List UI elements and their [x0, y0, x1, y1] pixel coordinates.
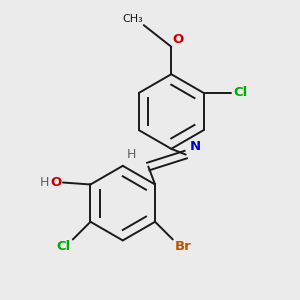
Text: N: N: [190, 140, 201, 153]
Text: CH₃: CH₃: [122, 14, 143, 24]
Text: H: H: [40, 176, 49, 189]
Text: H: H: [127, 148, 136, 160]
Text: O: O: [51, 176, 62, 189]
Text: Cl: Cl: [233, 86, 247, 99]
Text: O: O: [172, 33, 184, 46]
Text: Br: Br: [175, 240, 191, 254]
Text: Cl: Cl: [57, 240, 71, 254]
